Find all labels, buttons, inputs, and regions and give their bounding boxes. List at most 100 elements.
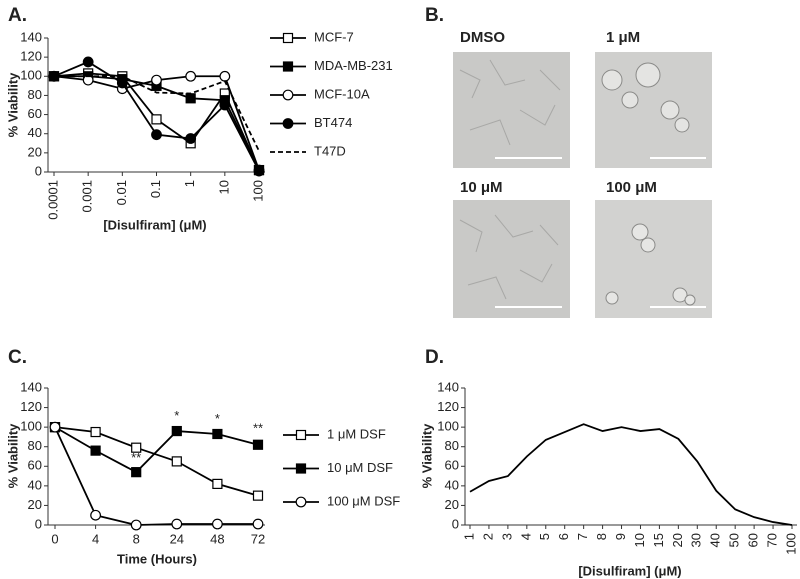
marker (130, 519, 142, 531)
image-label: 1 μM (606, 29, 640, 46)
cell (684, 294, 696, 306)
legend-marker (282, 61, 294, 72)
marker (252, 490, 264, 501)
y-tick-label: 80 (28, 438, 42, 453)
marker (252, 439, 264, 450)
y-axis-title: % Viability (5, 72, 20, 138)
marker (253, 165, 265, 177)
x-tick-label: 7 (575, 533, 590, 540)
panel-label: A. (8, 5, 27, 26)
y-axis-title: % Viability (419, 423, 434, 489)
panel-label: B. (425, 5, 444, 26)
legend-label: 100 μM DSF (327, 493, 400, 508)
cell (605, 291, 619, 305)
cells (459, 214, 559, 300)
marker (90, 426, 101, 438)
x-tick-label: 5 (537, 533, 552, 540)
legend-marker (295, 463, 307, 474)
marker (49, 421, 61, 433)
y-tick-label: 60 (28, 106, 42, 121)
x-axis-title: [Disulfiram] (μM) (578, 563, 681, 578)
x-tick-label: 100 (250, 180, 265, 202)
x-tick-label: 100 (783, 533, 798, 555)
x-tick-label: 8 (133, 531, 140, 546)
panel-label: D. (425, 347, 444, 368)
marker (219, 99, 231, 111)
annotation: * (174, 408, 179, 423)
annotation: ** (131, 450, 141, 465)
y-tick-label: 20 (28, 144, 42, 159)
image (453, 200, 570, 318)
marker (90, 445, 101, 456)
y-tick-label: 40 (28, 125, 42, 140)
x-tick-label: 8 (594, 533, 609, 540)
legend-label: BT474 (314, 115, 352, 130)
marker (212, 428, 223, 440)
legend-marker (282, 32, 294, 44)
cell (674, 117, 690, 133)
x-tick-label: 4 (518, 533, 533, 540)
x-axis-title: Time (Hours) (117, 551, 197, 566)
marker (151, 129, 162, 141)
marker (151, 114, 162, 125)
legend-label: MCF-7 (314, 29, 354, 44)
y-tick-label: 100 (437, 419, 459, 434)
x-tick-label: 72 (251, 531, 265, 546)
cell (635, 62, 661, 88)
y-tick-label: 80 (28, 87, 42, 102)
legend-label: 1 μM DSF (327, 426, 386, 441)
legend-label: MCF-10A (314, 86, 370, 101)
cell (631, 223, 649, 241)
panel-label: C. (8, 347, 27, 368)
marker (116, 77, 128, 89)
marker (171, 456, 182, 467)
marker (252, 518, 264, 530)
x-tick-label: 15 (651, 533, 666, 547)
y-tick-label: 20 (28, 497, 42, 512)
x-tick-label: 10 (632, 533, 647, 547)
x-tick-label: 30 (689, 533, 704, 547)
y-tick-label: 20 (445, 497, 459, 512)
marker (185, 70, 197, 82)
annotation: * (215, 411, 220, 426)
y-tick-label: 0 (452, 516, 459, 531)
marker (185, 133, 197, 144)
x-tick-label: 0 (51, 531, 58, 546)
marker (185, 93, 196, 104)
micrograph (595, 200, 712, 318)
x-tick-label: 20 (670, 533, 685, 547)
marker (212, 478, 223, 489)
y-tick-label: 80 (445, 438, 459, 453)
image-label: DMSO (460, 29, 505, 46)
y-tick-label: 120 (20, 49, 42, 64)
legend-marker (282, 89, 294, 101)
x-tick-label: 0.01 (114, 180, 129, 205)
cell (621, 91, 639, 109)
x-tick-label: 6 (556, 533, 571, 540)
y-tick-label: 140 (20, 29, 42, 44)
x-tick-label: 70 (764, 533, 779, 547)
micrograph (453, 52, 570, 168)
y-tick-label: 60 (28, 458, 42, 473)
y-tick-label: 40 (445, 477, 459, 492)
marker (171, 518, 183, 530)
series-line (54, 426, 258, 526)
x-tick-label: 9 (613, 533, 628, 540)
series-line (54, 426, 259, 497)
cell (660, 100, 680, 120)
legend-label: 10 μM DSF (327, 460, 393, 475)
cell (601, 69, 623, 91)
y-tick-label: 140 (20, 379, 42, 394)
marker (131, 467, 142, 478)
marker (131, 442, 142, 453)
cell (672, 287, 688, 303)
series-line (54, 75, 260, 152)
marker (82, 56, 94, 68)
x-tick-label: 1 (182, 180, 197, 187)
marker (219, 70, 231, 82)
legend-marker (295, 429, 307, 441)
series-line (54, 426, 259, 474)
y-axis-title: % Viability (5, 423, 20, 489)
annotation: ** (253, 421, 263, 436)
